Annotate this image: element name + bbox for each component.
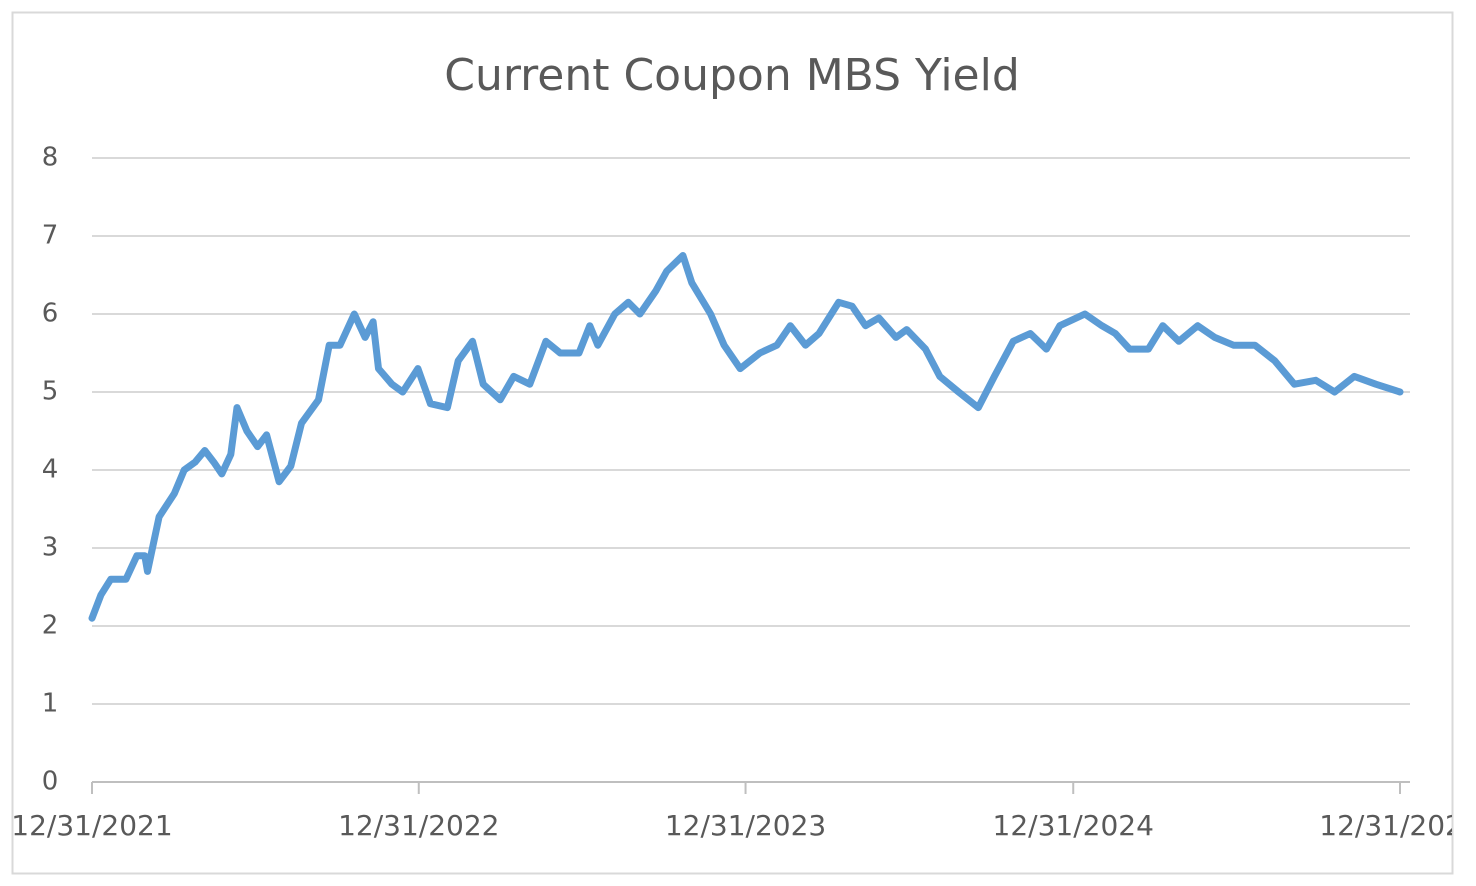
line-series — [88, 252, 1404, 622]
x-tick-label: 12/31/2023 — [665, 809, 826, 842]
y-tick-label: 0 — [42, 767, 59, 797]
y-tick-label: 5 — [42, 377, 59, 407]
y-tick-label: 7 — [42, 221, 59, 251]
plot-area: Current Coupon MBS Yield 0 1 2 3 4 5 6 7 8 12/31/… — [11, 50, 1476, 842]
y-tick-label: 1 — [42, 689, 59, 719]
y-tick-label: 4 — [42, 455, 59, 485]
y-tick-label: 2 — [42, 611, 59, 641]
x-tick-label: 12/31/2025 — [1319, 809, 1476, 842]
x-tick-label: 12/31/2024 — [993, 809, 1154, 842]
x-tick-label: 12/31/2021 — [11, 809, 172, 842]
x-tick-label: 12/31/2022 — [338, 809, 499, 842]
y-tick-label: 3 — [42, 533, 59, 563]
y-tick-label: 6 — [42, 299, 59, 329]
y-tick-label: 8 — [42, 143, 59, 173]
chart-frame — [11, 11, 1454, 875]
chart-title: Current Coupon MBS Yield — [444, 50, 1020, 101]
